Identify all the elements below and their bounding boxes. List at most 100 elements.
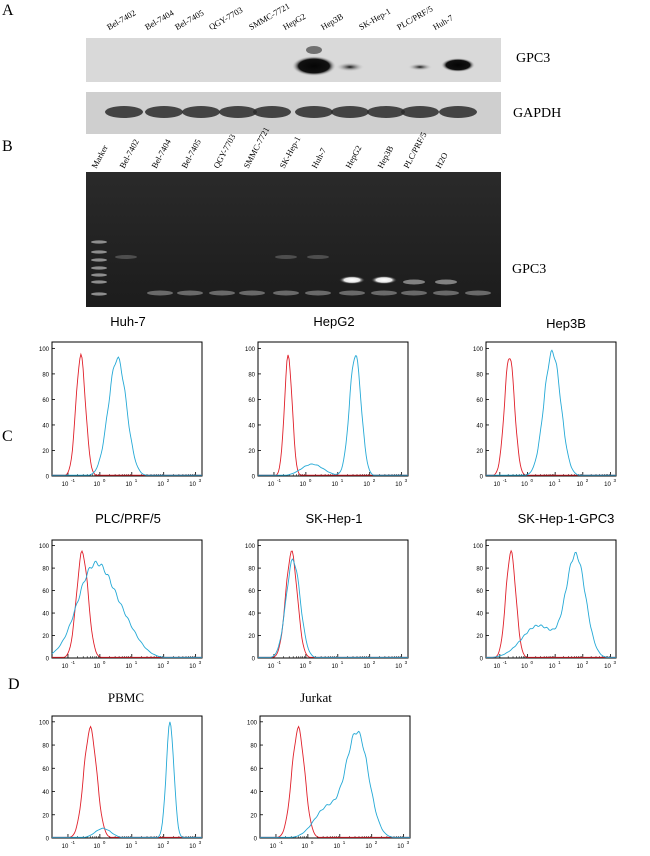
gapdh-band xyxy=(145,106,183,118)
x-tick-exponent: 3 xyxy=(407,840,410,845)
gel-lane-label: PLC/PRF/5 xyxy=(401,130,429,170)
gapdh-band xyxy=(331,106,369,118)
rt-pcr-gel xyxy=(86,172,501,307)
band-hepg2-upper xyxy=(306,46,322,54)
y-tick-label: 40 xyxy=(476,612,483,618)
flow-plot-title: Hep3B xyxy=(546,316,586,331)
y-tick-label: 80 xyxy=(476,372,483,378)
y-tick-label: 20 xyxy=(42,634,49,640)
gel-lane-label: Bel-7402 xyxy=(117,137,141,170)
flow-plot-title: HepG2 xyxy=(313,314,355,329)
wb-lane-label: Hep3B xyxy=(319,11,345,33)
y-tick-label: 100 xyxy=(247,720,258,726)
y-tick-label: 20 xyxy=(250,813,257,819)
x-tick-label: 10 xyxy=(62,664,69,670)
gapdh-band xyxy=(219,106,257,118)
y-tick-label: 40 xyxy=(42,612,49,618)
flow-plot-title: SK-Hep-1-GPC3 xyxy=(517,511,615,526)
marker-band xyxy=(91,280,107,284)
gapdh-band xyxy=(182,106,220,118)
x-tick-label: 10 xyxy=(576,482,583,488)
marker-band xyxy=(91,266,107,270)
x-tick-exponent: 0 xyxy=(530,478,533,483)
flow-plot-title: PLC/PRF/5 xyxy=(95,511,161,526)
stained-histogram xyxy=(486,551,616,658)
y-tick-label: 20 xyxy=(248,449,255,455)
primer-band xyxy=(433,290,459,296)
plot-frame xyxy=(51,539,203,659)
x-tick-exponent: 3 xyxy=(613,660,616,665)
x-tick-exponent: 1 xyxy=(135,660,138,665)
isotype-histogram xyxy=(52,352,202,476)
panel-letter-d: D xyxy=(8,676,20,693)
x-tick-exponent: 0 xyxy=(309,660,312,665)
primer-band xyxy=(401,290,427,296)
x-tick-label: 10 xyxy=(62,844,69,850)
isotype-histogram xyxy=(486,358,616,476)
x-tick-exponent: 2 xyxy=(167,660,170,665)
x-tick-exponent: -1 xyxy=(503,478,507,483)
x-tick-exponent: 3 xyxy=(405,478,408,483)
y-tick-label: 60 xyxy=(42,398,49,404)
y-tick-label: 60 xyxy=(476,589,483,595)
gapdh-band xyxy=(439,106,477,118)
y-tick-label: 0 xyxy=(252,657,256,663)
y-tick-label: 0 xyxy=(480,475,484,481)
gpc3-band-huh7 xyxy=(339,276,365,284)
flow-plot-title: SK-Hep-1 xyxy=(305,511,363,526)
y-tick-label: 40 xyxy=(248,612,255,618)
isotype-histogram xyxy=(258,550,408,658)
primer-band xyxy=(339,290,365,296)
isotype-histogram xyxy=(52,725,202,838)
y-tick-label: 100 xyxy=(39,544,50,550)
gel-lane-label: Bel-7404 xyxy=(149,137,173,170)
x-tick-exponent: -1 xyxy=(71,660,75,665)
x-tick-label: 10 xyxy=(493,664,500,670)
flow-plot-title: Huh-7 xyxy=(110,314,146,329)
x-tick-label: 10 xyxy=(302,844,309,850)
x-tick-label: 10 xyxy=(604,482,611,488)
x-tick-exponent: -1 xyxy=(279,840,283,845)
x-tick-exponent: 0 xyxy=(103,478,106,483)
x-tick-label: 10 xyxy=(300,664,307,670)
marker-band xyxy=(91,273,107,277)
x-tick-exponent: -1 xyxy=(277,478,281,483)
y-tick-label: 0 xyxy=(254,837,258,843)
x-tick-label: 10 xyxy=(604,664,611,670)
x-tick-exponent: 0 xyxy=(103,660,106,665)
y-tick-label: 80 xyxy=(42,372,49,378)
gapdh-bands xyxy=(105,106,477,118)
western-blot xyxy=(86,38,501,134)
x-tick-exponent: 1 xyxy=(341,478,344,483)
y-tick-label: 20 xyxy=(42,449,49,455)
y-tick-label: 100 xyxy=(473,544,484,550)
faint-band xyxy=(115,255,137,259)
y-tick-label: 0 xyxy=(480,657,484,663)
x-tick-label: 10 xyxy=(333,844,340,850)
x-tick-exponent: 1 xyxy=(558,660,561,665)
stained-histogram xyxy=(51,560,202,658)
faint-band xyxy=(307,255,329,259)
gapdh-band xyxy=(295,106,333,118)
y-tick-label: 100 xyxy=(39,347,50,353)
x-tick-exponent: 0 xyxy=(103,840,106,845)
y-tick-label: 20 xyxy=(42,813,49,819)
stained-histogram xyxy=(486,349,616,476)
isotype-histogram xyxy=(258,354,408,476)
wb-lane-label: Huh-7 xyxy=(431,12,455,33)
primer-band xyxy=(239,290,265,296)
y-tick-label: 40 xyxy=(42,790,49,796)
y-tick-label: 0 xyxy=(46,657,50,663)
x-tick-label: 10 xyxy=(363,482,370,488)
plot-frame xyxy=(257,341,409,477)
faint-band xyxy=(275,255,297,259)
stained-histogram xyxy=(258,558,408,658)
gpc3-band-hepg2 xyxy=(371,276,397,284)
x-tick-label: 10 xyxy=(157,482,164,488)
marker-band xyxy=(91,240,107,244)
x-tick-label: 10 xyxy=(493,482,500,488)
gel-lane-label: QGY-7703 xyxy=(211,132,238,170)
